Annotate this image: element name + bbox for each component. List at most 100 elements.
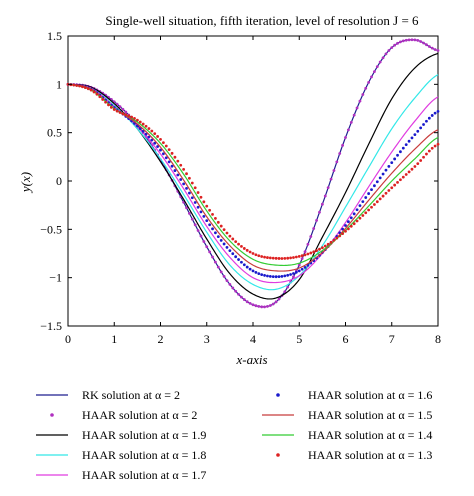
series-6-point xyxy=(159,148,162,152)
series-9-point xyxy=(384,191,388,195)
series-9-point xyxy=(176,159,180,163)
series-2-point xyxy=(367,81,371,84)
series-7-line xyxy=(67,83,439,272)
series-2-point xyxy=(318,210,321,214)
series-6-point xyxy=(164,156,168,160)
series-6-point xyxy=(205,219,209,223)
series-6-point xyxy=(352,212,356,216)
series-6-point xyxy=(410,136,414,140)
series-6-point xyxy=(190,196,194,200)
series-6-point xyxy=(283,274,287,278)
series-9-point xyxy=(364,211,368,215)
series-9-point xyxy=(202,200,206,204)
series-9-point xyxy=(109,105,113,109)
series-2-point xyxy=(234,289,238,293)
series-6-point xyxy=(161,152,165,156)
series-6-point xyxy=(367,192,371,195)
series-6-point xyxy=(407,139,411,143)
series-9-point xyxy=(289,256,292,260)
series-2-point xyxy=(384,52,388,56)
series-9-point xyxy=(413,165,417,168)
series-2-point xyxy=(425,43,428,47)
series-2-point xyxy=(323,194,327,198)
series-9-point xyxy=(245,248,249,252)
series-2-point xyxy=(422,41,425,45)
series-9-point xyxy=(78,84,81,88)
series-2-point xyxy=(237,292,240,296)
series-9-point xyxy=(219,224,223,228)
series-9-point xyxy=(150,129,154,133)
legend-item: HAAR solution at α = 2 xyxy=(50,408,197,422)
series-9-point xyxy=(205,204,209,208)
series-2-point xyxy=(306,242,310,246)
series-9-point xyxy=(401,175,405,179)
series-2-point xyxy=(390,46,394,49)
series-6-point xyxy=(208,223,212,227)
series-6-point xyxy=(222,242,226,246)
series-9-point xyxy=(141,122,145,126)
legend-item: HAAR solution at α = 1.4 xyxy=(262,428,432,442)
series-9-point xyxy=(164,144,168,148)
series-6-point xyxy=(153,141,157,145)
series-2-point xyxy=(341,143,345,147)
legend-label: HAAR solution at α = 1.5 xyxy=(308,408,432,422)
series-9-point xyxy=(326,242,330,246)
series-9-point xyxy=(277,257,281,260)
series-6-point xyxy=(427,116,431,120)
series-9-point xyxy=(161,141,165,145)
series-6-point xyxy=(355,208,359,212)
legend-label: HAAR solution at α = 1.9 xyxy=(82,428,206,442)
series-6-point xyxy=(341,227,345,231)
series-6-point xyxy=(185,187,188,190)
series-9-point xyxy=(124,113,128,117)
series-9-point xyxy=(300,254,304,258)
series-2-point xyxy=(396,41,399,45)
series-6-point xyxy=(430,114,434,117)
series-9-point xyxy=(251,252,255,255)
series-9-point xyxy=(352,222,356,226)
series-9-point xyxy=(268,256,272,260)
series-6-point xyxy=(196,205,200,209)
series-2-point xyxy=(326,186,330,190)
x-tick-label: 5 xyxy=(296,332,302,346)
y-axis-label: y(x) xyxy=(18,172,33,194)
series-9-point xyxy=(237,242,240,246)
ticks-layer: 0 1 2 3 4 5 6 7 8 1.5 1 0.5 0 −0.5 −1 −1.5 xyxy=(40,29,441,346)
series-9-point xyxy=(344,229,347,233)
series-9-point xyxy=(361,214,365,217)
series-9-point xyxy=(346,227,350,231)
series-6-point xyxy=(242,263,246,267)
series-9-point xyxy=(349,224,353,228)
series-2-point xyxy=(228,283,232,286)
series-9-point xyxy=(147,127,151,130)
series-9-point xyxy=(156,135,160,138)
series-9-point xyxy=(199,195,203,199)
series-6-point xyxy=(138,127,142,130)
series-9-point xyxy=(112,108,116,111)
series-9-point xyxy=(297,255,301,258)
series-9-point xyxy=(430,146,434,150)
series-9-point xyxy=(335,236,339,240)
series-9-point xyxy=(104,100,107,104)
series-2-point xyxy=(387,49,391,52)
series-2-point xyxy=(260,305,264,309)
series-9-point xyxy=(173,155,177,159)
series-9-point xyxy=(375,200,379,204)
series-9-point xyxy=(338,234,342,238)
series-9-point xyxy=(266,256,269,259)
series-9-point xyxy=(135,118,139,122)
series-2-point xyxy=(254,304,258,308)
x-tick-label: 4 xyxy=(250,332,256,346)
series-9-point xyxy=(286,256,290,260)
series-9-point xyxy=(133,117,136,120)
series-6-point xyxy=(433,111,437,115)
series-9-point xyxy=(159,138,162,141)
series-2-point xyxy=(188,212,191,215)
series-2-point xyxy=(248,302,252,305)
series-8 xyxy=(67,83,439,267)
y-tick-label: 0 xyxy=(56,174,62,188)
series-2-point xyxy=(312,227,316,230)
series-2-point xyxy=(257,305,261,308)
legend-item: HAAR solution at α = 1.7 xyxy=(36,468,206,482)
series-6-point xyxy=(231,252,235,256)
